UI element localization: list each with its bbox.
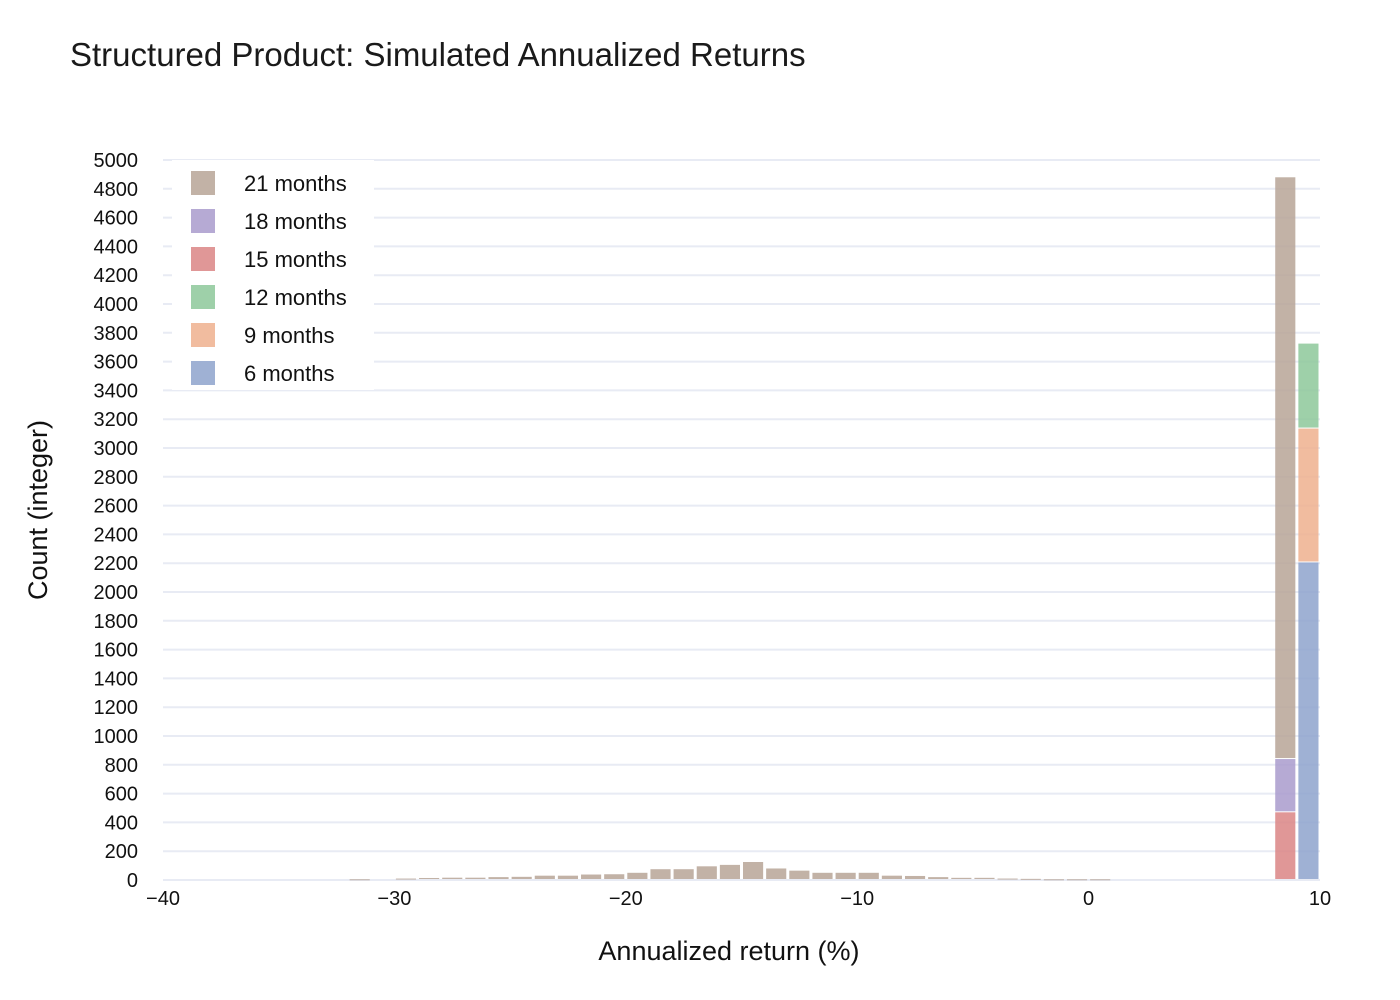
bar-21-months [766, 868, 787, 879]
bar-6-months [1298, 562, 1319, 879]
legend-swatch [191, 323, 215, 347]
y-tick-label: 2600 [94, 496, 139, 518]
legend-label: 15 months [244, 247, 347, 272]
bar-15-months [1275, 812, 1296, 879]
y-tick-label: 1800 [94, 611, 139, 633]
y-tick-label: 4800 [94, 179, 139, 201]
bar-21-months [743, 862, 764, 879]
bar-12-months [1298, 343, 1319, 428]
bar-21-months [1090, 879, 1111, 881]
bar-21-months [858, 872, 879, 879]
legend-swatch [191, 361, 215, 385]
bar-21-months [604, 874, 625, 879]
bar-9-months [1298, 428, 1319, 562]
legend-swatch [191, 209, 215, 233]
y-tick-label: 4000 [94, 294, 139, 316]
y-tick-label: 2400 [94, 524, 139, 546]
y-tick-label: 800 [105, 755, 138, 777]
bar-21-months [488, 877, 509, 879]
bar-21-months [465, 877, 486, 879]
x-tick-label: −30 [377, 888, 411, 910]
legend-swatch [191, 285, 215, 309]
bar-21-months [974, 877, 995, 879]
legend-background [172, 160, 374, 390]
y-tick-label: 0 [127, 870, 138, 892]
bar-21-months [1020, 878, 1041, 880]
legend-label: 18 months [244, 209, 347, 234]
bar-21-months [904, 875, 926, 879]
x-tick-label: 10 [1309, 888, 1331, 910]
y-tick-label: 600 [105, 784, 138, 806]
bar-21-months [881, 875, 902, 879]
legend-swatch [191, 247, 215, 271]
legend-item[interactable]: 12 months [191, 285, 347, 310]
y-axis-ticks: 0 200 400 600 800 1000 1200 1400 1600 1800 2000 220… [94, 150, 139, 892]
bar-21-months [789, 870, 810, 879]
y-tick-label: 4200 [94, 265, 139, 287]
bar-21-months [395, 878, 417, 880]
y-tick-label: 4600 [94, 208, 139, 230]
bar-21-months [534, 875, 555, 879]
bar-21-months [650, 869, 671, 879]
legend-item[interactable]: 18 months [191, 209, 347, 234]
legend-swatch [191, 171, 215, 195]
y-tick-label: 1600 [94, 640, 139, 662]
bar-21-months [1275, 177, 1296, 759]
y-tick-label: 2200 [94, 553, 139, 575]
bar-21-months [419, 877, 440, 879]
x-axis-title: Annualized return (%) [598, 936, 859, 966]
chart-title: Structured Product: Simulated Annualized… [70, 36, 806, 73]
y-tick-label: 2000 [94, 582, 139, 604]
bar-21-months [835, 872, 856, 879]
legend-item[interactable]: 15 months [191, 247, 347, 272]
y-tick-label: 3200 [94, 409, 139, 431]
bar-21-months [928, 877, 949, 879]
legend-label: 12 months [244, 285, 347, 310]
grid-lines [163, 159, 1320, 881]
y-tick-label: 3800 [94, 323, 139, 345]
y-tick-label: 1400 [94, 668, 139, 690]
bar-21-months [719, 864, 740, 879]
bar-21-months [349, 879, 370, 881]
x-tick-label: −20 [609, 888, 643, 910]
legend-item[interactable]: 21 months [191, 171, 347, 196]
bars [349, 177, 1319, 881]
y-tick-label: 1000 [94, 726, 139, 748]
legend-item[interactable]: 9 months [191, 323, 335, 348]
bar-21-months [673, 869, 694, 879]
bar-21-months [511, 876, 532, 879]
bar-21-months [1043, 879, 1064, 881]
x-tick-label: 0 [1083, 888, 1094, 910]
bar-21-months [557, 875, 579, 879]
y-axis-title: Count (integer) [23, 420, 53, 600]
y-tick-label: 400 [105, 812, 138, 834]
y-tick-label: 3400 [94, 380, 139, 402]
y-tick-label: 1200 [94, 697, 139, 719]
bar-21-months [442, 877, 463, 879]
bar-21-months [1066, 879, 1088, 881]
bar-21-months [696, 866, 717, 879]
bar-21-months [951, 877, 972, 879]
y-tick-label: 3600 [94, 352, 139, 374]
bar-21-months [997, 878, 1018, 880]
x-axis-ticks: −40 −30 −20 −10 0 10 [146, 888, 1331, 910]
y-tick-label: 2800 [94, 467, 139, 489]
bar-18-months [1275, 759, 1296, 812]
y-tick-label: 5000 [94, 150, 139, 172]
legend-label: 21 months [244, 171, 347, 196]
legend[interactable]: 21 months 18 months 15 months 12 months 9 mo… [172, 160, 374, 390]
legend-label: 9 months [244, 323, 335, 348]
legend-item[interactable]: 6 months [191, 361, 335, 386]
legend-label: 6 months [244, 361, 335, 386]
x-tick-label: −40 [146, 888, 180, 910]
bar-21-months [627, 872, 648, 879]
x-tick-label: −10 [840, 888, 874, 910]
bar-21-months [812, 872, 833, 879]
bar-21-months [581, 874, 602, 879]
y-tick-label: 3000 [94, 438, 139, 460]
y-tick-label: 4400 [94, 236, 139, 258]
y-tick-label: 200 [105, 841, 138, 863]
